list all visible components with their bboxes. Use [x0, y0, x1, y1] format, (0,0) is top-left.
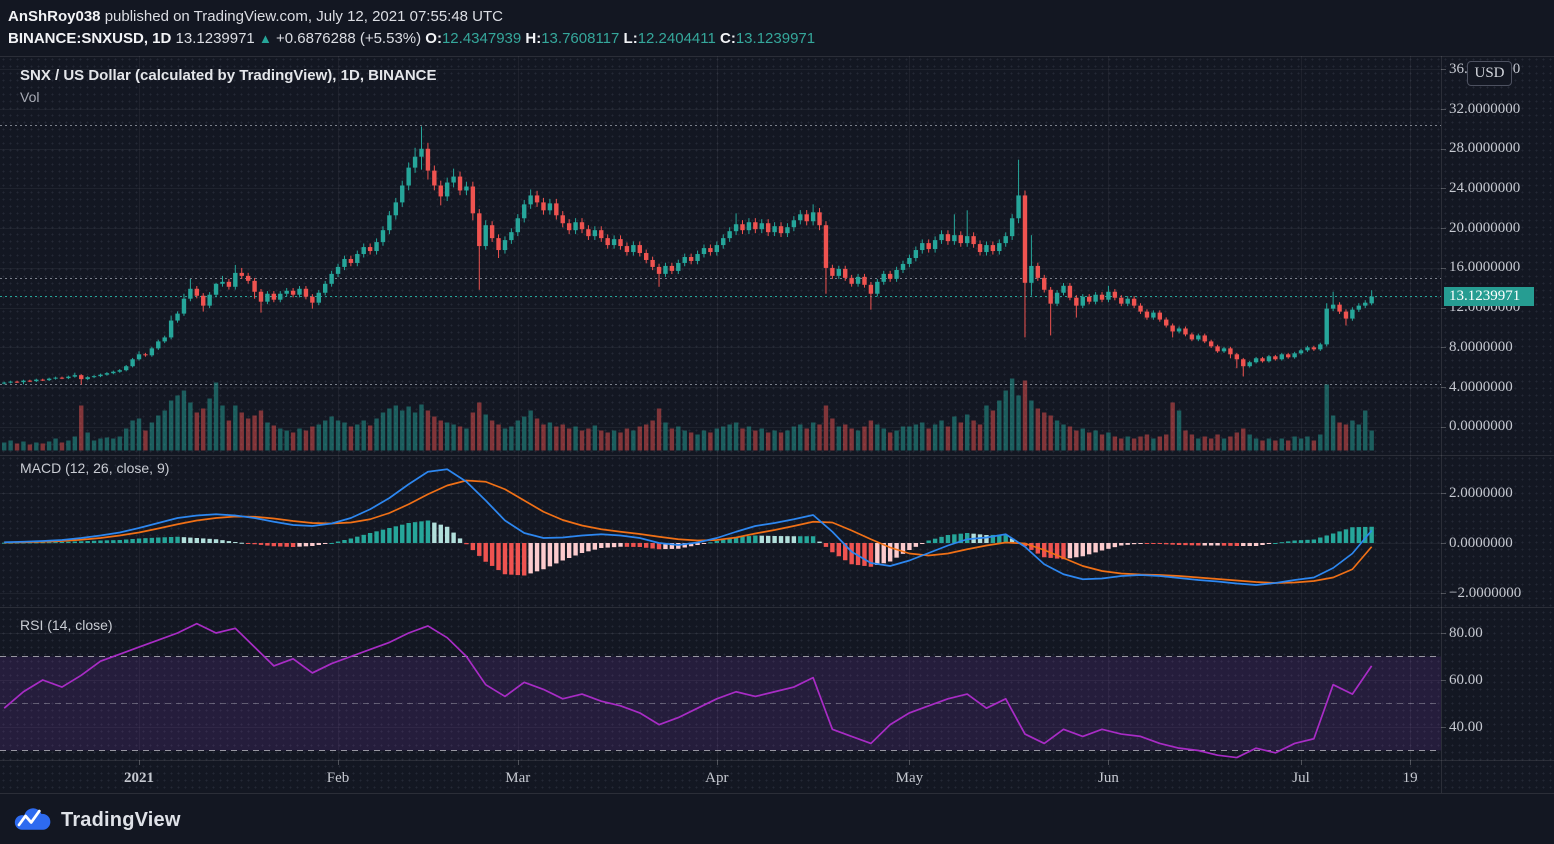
open-label: O: — [425, 30, 442, 47]
symbol-info-row: BINANCE:SNXUSD, 1D 13.1239971 ▲ +0.68762… — [8, 28, 815, 50]
price-axis-label: 4.0000000 — [1449, 378, 1513, 395]
time-axis-label: Jul — [1292, 770, 1310, 786]
publish-info-row: AnShRoy038 published on TradingView.com,… — [8, 6, 815, 28]
price-axis-label: 8.0000000 — [1449, 338, 1513, 355]
up-arrow-icon: ▲ — [258, 31, 272, 46]
price-axis-label: 24.0000000 — [1449, 179, 1521, 196]
tradingview-cloud-icon — [14, 808, 51, 830]
price-axis-label: 32.0000000 — [1449, 100, 1521, 117]
rsi-axis-label: 40.00 — [1449, 718, 1483, 735]
close-value: 13.1239971 — [735, 30, 816, 47]
price-axis-label: 28.0000000 — [1449, 140, 1521, 157]
time-axis-label: Feb — [326, 770, 350, 786]
published-text: published on TradingView.com, July 12, 2… — [100, 8, 504, 25]
tradingview-brand-text: TradingView — [61, 808, 181, 831]
chart-title: SNX / US Dollar (calculated by TradingVi… — [20, 67, 437, 84]
rsi-legend: RSI (14, close) — [20, 617, 113, 633]
rsi-axis-label: 80.00 — [1449, 624, 1483, 641]
time-axis-label: May — [895, 770, 924, 786]
symbol-label: BINANCE:SNXUSD, 1D — [8, 30, 172, 47]
time-axis-label: Mar — [505, 770, 531, 786]
close-label: C: — [720, 30, 736, 47]
last-price-badge: 13.1239971 — [1444, 287, 1534, 306]
macd-axis-label: 2.0000000 — [1449, 484, 1513, 501]
low-label: L: — [623, 30, 638, 47]
volume-legend: Vol — [20, 89, 40, 105]
author-name: AnShRoy038 — [8, 8, 101, 25]
time-axis-label: Apr — [705, 770, 729, 786]
price-axis-label: 16.0000000 — [1449, 259, 1521, 276]
tradingview-watermark[interactable]: TradingView — [12, 803, 181, 837]
high-value: 13.7608117 — [541, 30, 620, 47]
macd-legend: MACD (12, 26, close, 9) — [20, 460, 170, 476]
rsi-axis-label: 60.00 — [1449, 671, 1483, 688]
header: AnShRoy038 published on TradingView.com,… — [8, 6, 815, 50]
high-label: H: — [525, 30, 542, 47]
price-axis-label: 20.0000000 — [1449, 219, 1521, 236]
open-value: 12.4347939 — [441, 30, 522, 47]
macd-axis-label: 0.0000000 — [1449, 534, 1513, 551]
time-axis-label: 2021 — [124, 770, 155, 786]
last-price: 13.1239971 — [175, 30, 255, 47]
price-axis-label: 0.0000000 — [1449, 418, 1513, 435]
time-axis-label: Jun — [1098, 770, 1119, 786]
low-value: 12.2404411 — [637, 30, 716, 47]
macd-axis-label: −2.0000000 — [1449, 584, 1522, 601]
currency-toggle-button[interactable]: USD — [1467, 61, 1512, 86]
price-change: +0.6876288 (+5.53%) — [276, 30, 422, 47]
time-axis-label: 19 — [1402, 770, 1418, 786]
